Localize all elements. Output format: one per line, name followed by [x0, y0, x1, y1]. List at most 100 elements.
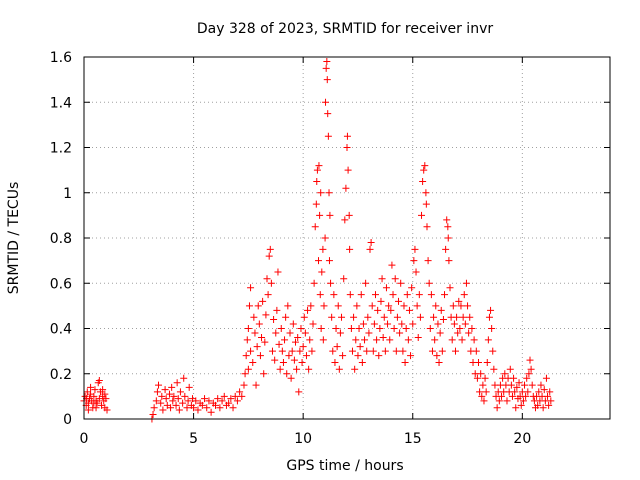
data-point [462, 279, 470, 287]
data-point [167, 404, 175, 412]
data-point [424, 257, 432, 265]
data-point [317, 325, 325, 332]
data-point [343, 132, 351, 140]
data-point [302, 352, 310, 360]
data-point [90, 392, 98, 400]
data-point [240, 381, 248, 389]
data-point [283, 370, 291, 378]
data-point [535, 388, 543, 396]
data-point [250, 313, 258, 321]
data-point [282, 313, 290, 321]
data-point [343, 144, 351, 151]
data-point [495, 397, 503, 405]
data-point [352, 336, 360, 344]
data-point [420, 166, 428, 174]
data-point [328, 313, 336, 321]
data-point [506, 365, 514, 373]
data-point [288, 347, 296, 355]
data-point [91, 386, 99, 394]
data-point [546, 388, 554, 396]
data-point [307, 302, 315, 310]
data-point [356, 343, 364, 351]
data-point [162, 395, 170, 403]
data-point [259, 297, 267, 305]
data-point [220, 392, 228, 400]
data-point [362, 279, 370, 287]
data-point [435, 358, 443, 366]
data-point [276, 365, 284, 373]
data-point [233, 397, 241, 405]
data-point [95, 377, 103, 385]
data-point [475, 358, 482, 366]
data-point [455, 297, 463, 305]
data-point [373, 336, 381, 344]
data-point [508, 392, 516, 400]
data-point [371, 291, 379, 299]
data-point [537, 381, 545, 389]
data-point [479, 381, 487, 389]
data-point [313, 166, 321, 174]
data-point [214, 395, 222, 403]
data-point [279, 358, 287, 366]
data-point [507, 381, 515, 389]
data-point [285, 352, 293, 360]
data-point [346, 245, 354, 253]
data-point [241, 370, 249, 378]
data-point [409, 320, 417, 328]
data-point [410, 257, 418, 265]
data-point [87, 383, 95, 391]
data-point [384, 320, 392, 328]
data-point [413, 302, 421, 310]
data-point [378, 275, 386, 283]
data-point [411, 245, 419, 253]
data-point [416, 313, 424, 321]
data-point [159, 406, 167, 414]
data-point [480, 397, 488, 405]
data-point [428, 347, 436, 355]
data-point [229, 404, 237, 412]
data-point [274, 268, 282, 276]
data-point [367, 239, 375, 247]
data-point [266, 245, 274, 253]
data-point [470, 336, 478, 344]
data-point [290, 356, 298, 364]
data-point [247, 284, 255, 292]
data-point [320, 302, 328, 310]
data-point [430, 313, 438, 321]
data-point [295, 388, 303, 396]
data-point [155, 381, 163, 389]
data-point [482, 388, 490, 396]
data-point [390, 325, 398, 332]
data-point [433, 352, 441, 360]
data-point [216, 404, 224, 412]
x-tick-label: 10 [294, 431, 312, 447]
data-point [267, 279, 275, 287]
data-point [325, 257, 333, 265]
data-point [388, 261, 396, 269]
data-point [247, 347, 255, 355]
data-point [238, 392, 246, 400]
data-point [207, 408, 215, 416]
data-point [445, 257, 453, 265]
data-point [338, 313, 346, 321]
data-point [481, 374, 489, 382]
data-point [92, 404, 100, 412]
data-point [265, 252, 273, 260]
data-point [534, 401, 542, 409]
data-point [348, 347, 356, 355]
data-point [313, 177, 321, 185]
data-point [519, 397, 527, 405]
data-point [414, 334, 422, 342]
data-point [419, 177, 427, 185]
data-point [453, 313, 461, 321]
data-point [446, 284, 454, 292]
data-point [301, 329, 309, 337]
y-axis-label: SRMTID / TECUs [6, 182, 22, 295]
data-point [431, 336, 439, 344]
data-point [444, 223, 452, 231]
data-point [315, 257, 323, 265]
data-point [423, 223, 431, 231]
data-point [513, 383, 521, 391]
x-tick-label: 5 [189, 431, 198, 447]
data-point [281, 336, 289, 344]
